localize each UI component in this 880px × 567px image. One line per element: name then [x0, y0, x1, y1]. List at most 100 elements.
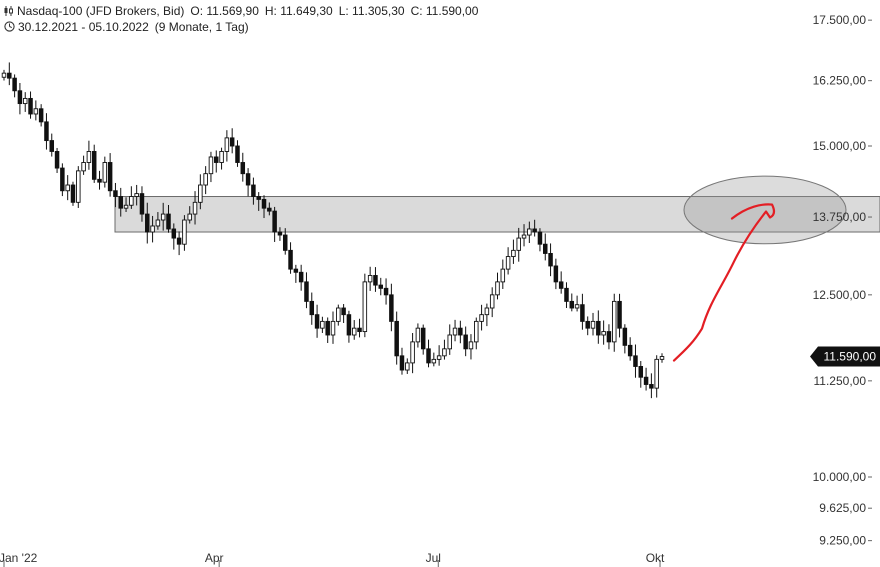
candle-body-down	[171, 228, 177, 239]
x-axis: Jan '22 Apr Jul Okt	[0, 551, 665, 567]
candle-body-up	[187, 213, 192, 221]
candle	[150, 215, 155, 243]
candle	[611, 293, 617, 352]
candle-body-up	[516, 237, 521, 251]
resistance-zone-layer	[114, 196, 880, 233]
candle	[277, 227, 283, 241]
y-tick-label: 10.000,00	[813, 470, 867, 484]
projection-arrow	[672, 203, 776, 362]
candle	[182, 215, 187, 251]
candle	[267, 202, 272, 216]
candle	[601, 320, 606, 345]
candle	[38, 104, 44, 127]
candle-body-down	[569, 300, 575, 309]
candle	[596, 310, 601, 344]
candle	[468, 334, 474, 360]
candle	[219, 147, 224, 170]
candle	[102, 156, 108, 188]
candle	[585, 316, 590, 336]
candle-body-up	[452, 327, 458, 336]
candle	[113, 182, 118, 208]
candle-body-up	[33, 108, 39, 115]
candle	[33, 100, 39, 121]
candle	[405, 358, 410, 374]
candle-body-up	[495, 281, 500, 296]
candle	[97, 170, 102, 190]
candle-body-down	[643, 376, 649, 385]
chart-header-line1: Nasdaq-100 (JFD Brokers, Bid) O: 11.569,9…	[4, 4, 484, 18]
candle	[495, 272, 500, 300]
y-tick-label: 13.750,00	[813, 210, 867, 224]
ohlc-high: H: 11.649,30	[264, 4, 333, 18]
candle-body-down	[553, 265, 559, 283]
candle-body-down	[341, 307, 346, 316]
candle-body-down	[293, 268, 299, 273]
candle-body-down	[564, 287, 569, 302]
candle	[251, 177, 256, 205]
candle-body-down	[532, 228, 537, 233]
candle-body-down	[70, 184, 76, 203]
y-tick-label: 9.625,00	[819, 501, 866, 515]
candle-body-up	[511, 249, 516, 258]
candle	[118, 187, 123, 217]
candle	[261, 195, 267, 219]
candle-body-down	[373, 275, 378, 286]
candle-body-down	[298, 271, 304, 283]
candle	[309, 292, 315, 325]
candle-body-up	[500, 268, 506, 283]
candle-body-up	[590, 320, 596, 329]
candle-body-down	[649, 384, 654, 389]
candle-body-down	[346, 314, 352, 336]
candle-body-down	[543, 243, 548, 254]
candle-body-up	[203, 173, 208, 186]
y-tick-label: 17.500,00	[813, 13, 867, 27]
candle	[293, 264, 299, 283]
y-axis: 17.500,00 16.250,00 15.000,00 13.750,00 12.5…	[813, 13, 872, 548]
candle-body-down	[463, 334, 468, 350]
last-price-label: 11.590,00	[824, 350, 877, 364]
candle	[617, 293, 622, 338]
candle	[527, 221, 532, 244]
candle	[192, 191, 198, 225]
candle-body-down	[420, 327, 426, 350]
candle	[394, 311, 399, 365]
candle	[7, 62, 12, 86]
candle	[638, 361, 644, 388]
candle	[145, 202, 150, 244]
candle	[171, 223, 177, 250]
candle-body-up	[129, 196, 134, 206]
candle-body-down	[622, 327, 628, 346]
candle-body-up	[22, 97, 28, 105]
candle-body-down	[272, 210, 277, 233]
candle-body-up	[479, 314, 484, 322]
candle	[436, 345, 442, 366]
candle-body-down	[54, 151, 60, 169]
candle-body-down	[458, 327, 463, 336]
candle	[447, 324, 452, 355]
chart-header-line2: 30.12.2021 - 05.10.2022 (9 Monate, 1 Tag)	[4, 20, 255, 34]
candle-body-down	[49, 140, 55, 152]
last-price-badge	[810, 346, 880, 367]
candle	[426, 339, 431, 368]
candle-body-down	[638, 366, 644, 378]
candle	[330, 311, 336, 344]
candle-body-up	[224, 137, 230, 152]
candle	[633, 344, 638, 378]
candle	[420, 324, 426, 355]
candle	[155, 212, 161, 230]
candle-body-down	[596, 320, 601, 336]
candle-body-up	[431, 358, 437, 364]
candle	[479, 304, 484, 331]
candle-body-up	[654, 358, 659, 389]
candle-body-down	[240, 162, 246, 175]
period-label: (9 Monate, 1 Tag)	[154, 20, 249, 34]
candle	[553, 258, 559, 290]
candle-body-up	[76, 170, 81, 203]
candle-body-down	[12, 77, 17, 92]
candle-body-up	[489, 294, 495, 309]
candle-body-up	[436, 355, 442, 360]
candle-body-down	[38, 108, 44, 123]
candle	[489, 287, 495, 318]
candle-body-down	[627, 344, 633, 357]
